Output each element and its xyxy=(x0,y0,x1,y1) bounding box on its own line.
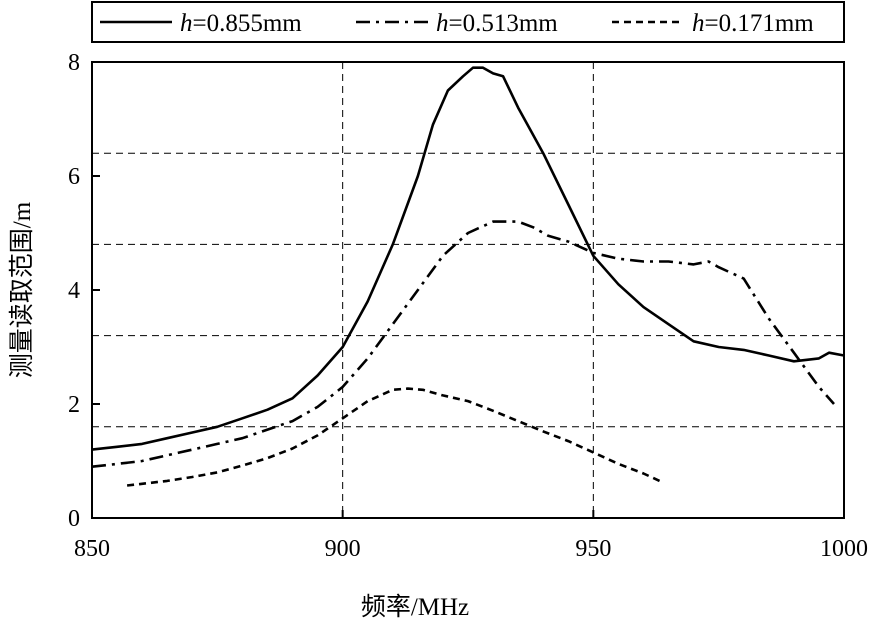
y-tick-label: 6 xyxy=(68,164,80,190)
x-tick-label: 850 xyxy=(74,536,110,562)
x-tick-label: 950 xyxy=(575,536,611,562)
y-axis-label: 测量读取范围/m xyxy=(8,201,36,378)
y-tick-label: 8 xyxy=(68,50,80,76)
x-axis-ticks: 850 900 950 1000 xyxy=(74,510,868,562)
x-tick-label: 1000 xyxy=(820,536,868,562)
legend-label-2: h=0.513mm xyxy=(436,10,558,37)
y-tick-label: 0 xyxy=(68,506,80,532)
series-line-3 xyxy=(126,387,665,487)
series-line-2 xyxy=(91,220,835,468)
legend-label-1: h=0.855mm xyxy=(180,10,302,37)
y-tick-label: 4 xyxy=(68,278,80,304)
series-line-1 xyxy=(91,66,845,451)
series-layer xyxy=(91,66,845,487)
legend-box xyxy=(91,1,845,43)
legend: h=0.855mm h=0.513mm h=0.171mm xyxy=(91,1,845,43)
y-axis-ticks: 0 2 4 6 8 xyxy=(68,50,100,532)
grid xyxy=(92,62,844,518)
y-tick-label: 2 xyxy=(68,392,80,418)
legend-label-3: h=0.171mm xyxy=(692,10,814,37)
x-tick-label: 900 xyxy=(325,536,361,562)
plot-frame xyxy=(91,61,845,519)
x-axis-label: 频率/MHz xyxy=(361,593,469,621)
